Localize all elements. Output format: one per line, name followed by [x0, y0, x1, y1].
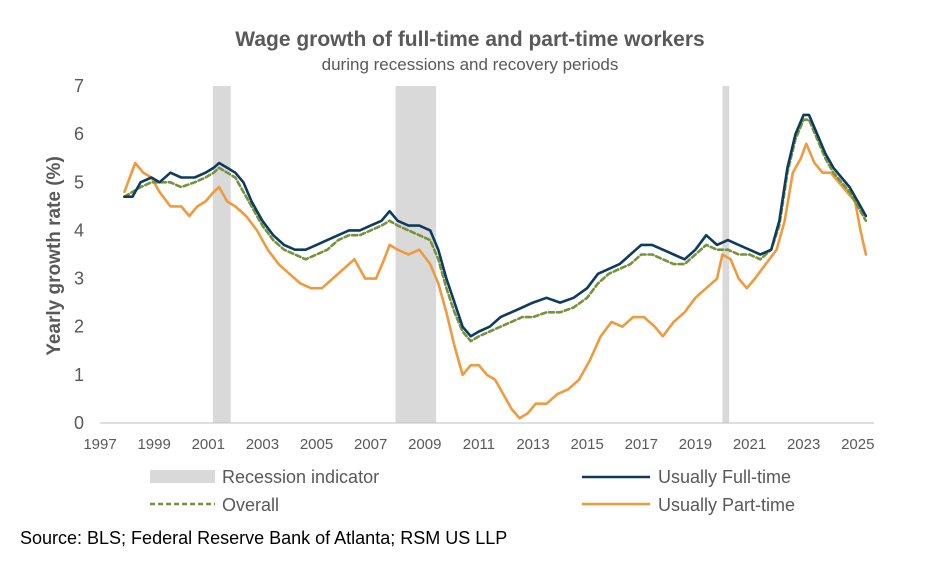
axes: 0 1 2 3 4 5 6 7 1997 1999 2001 2003 2005 2007 2009 2011…: [74, 76, 874, 453]
series-line-overall: [123, 118, 868, 343]
x-tick-label: 2009: [408, 436, 441, 453]
legend-overall-label: Overall: [222, 495, 279, 515]
y-tick-label: 5: [74, 172, 84, 192]
series-line-usually-full-time: [123, 113, 868, 338]
x-tick-label: 1997: [83, 436, 116, 453]
y-tick-label: 2: [74, 317, 84, 337]
y-tick-label: 1: [74, 365, 84, 385]
recession-band: [722, 86, 730, 423]
y-tick-label: 4: [74, 220, 84, 240]
x-tick-label: 2003: [246, 436, 279, 453]
x-tick-label: 2021: [733, 436, 766, 453]
x-tick-label: 2019: [679, 436, 712, 453]
legend-recession-label: Recession indicator: [222, 467, 379, 487]
x-tick-label: 2017: [625, 436, 658, 453]
y-axis-label: Yearly growth rate (%): [44, 156, 65, 356]
recession-band: [395, 86, 437, 423]
x-tick-label: 2025: [841, 436, 874, 453]
legend: Recession indicator Overall Usually Full…: [150, 467, 795, 515]
series-lines: [123, 113, 868, 420]
chart-subtitle: during recessions and recovery periods: [322, 55, 619, 74]
legend-recession-swatch: [150, 470, 215, 483]
y-tick-label: 6: [74, 124, 84, 144]
series-line-usually-part-time: [123, 142, 868, 420]
x-tick-label: 2013: [516, 436, 549, 453]
recession-band: [212, 86, 231, 423]
chart-title: Wage growth of full-time and part-time w…: [235, 28, 704, 51]
x-tick-label: 2015: [570, 436, 603, 453]
legend-full-time-label: Usually Full-time: [658, 467, 791, 487]
source-note: Source: BLS; Federal Reserve Bank of Atl…: [20, 528, 507, 548]
x-tick-label: 2007: [354, 436, 387, 453]
recession-bands: [212, 86, 730, 423]
x-tick-label: 2023: [787, 436, 820, 453]
y-tick-label: 7: [74, 76, 84, 96]
x-tick-label: 2005: [300, 436, 333, 453]
x-tick-label: 2001: [192, 436, 225, 453]
y-tick-label: 3: [74, 269, 84, 289]
y-tick-label: 0: [74, 413, 84, 433]
legend-part-time-label: Usually Part-time: [658, 495, 795, 515]
x-tick-label: 1999: [137, 436, 170, 453]
x-tick-label: 2011: [463, 436, 495, 453]
